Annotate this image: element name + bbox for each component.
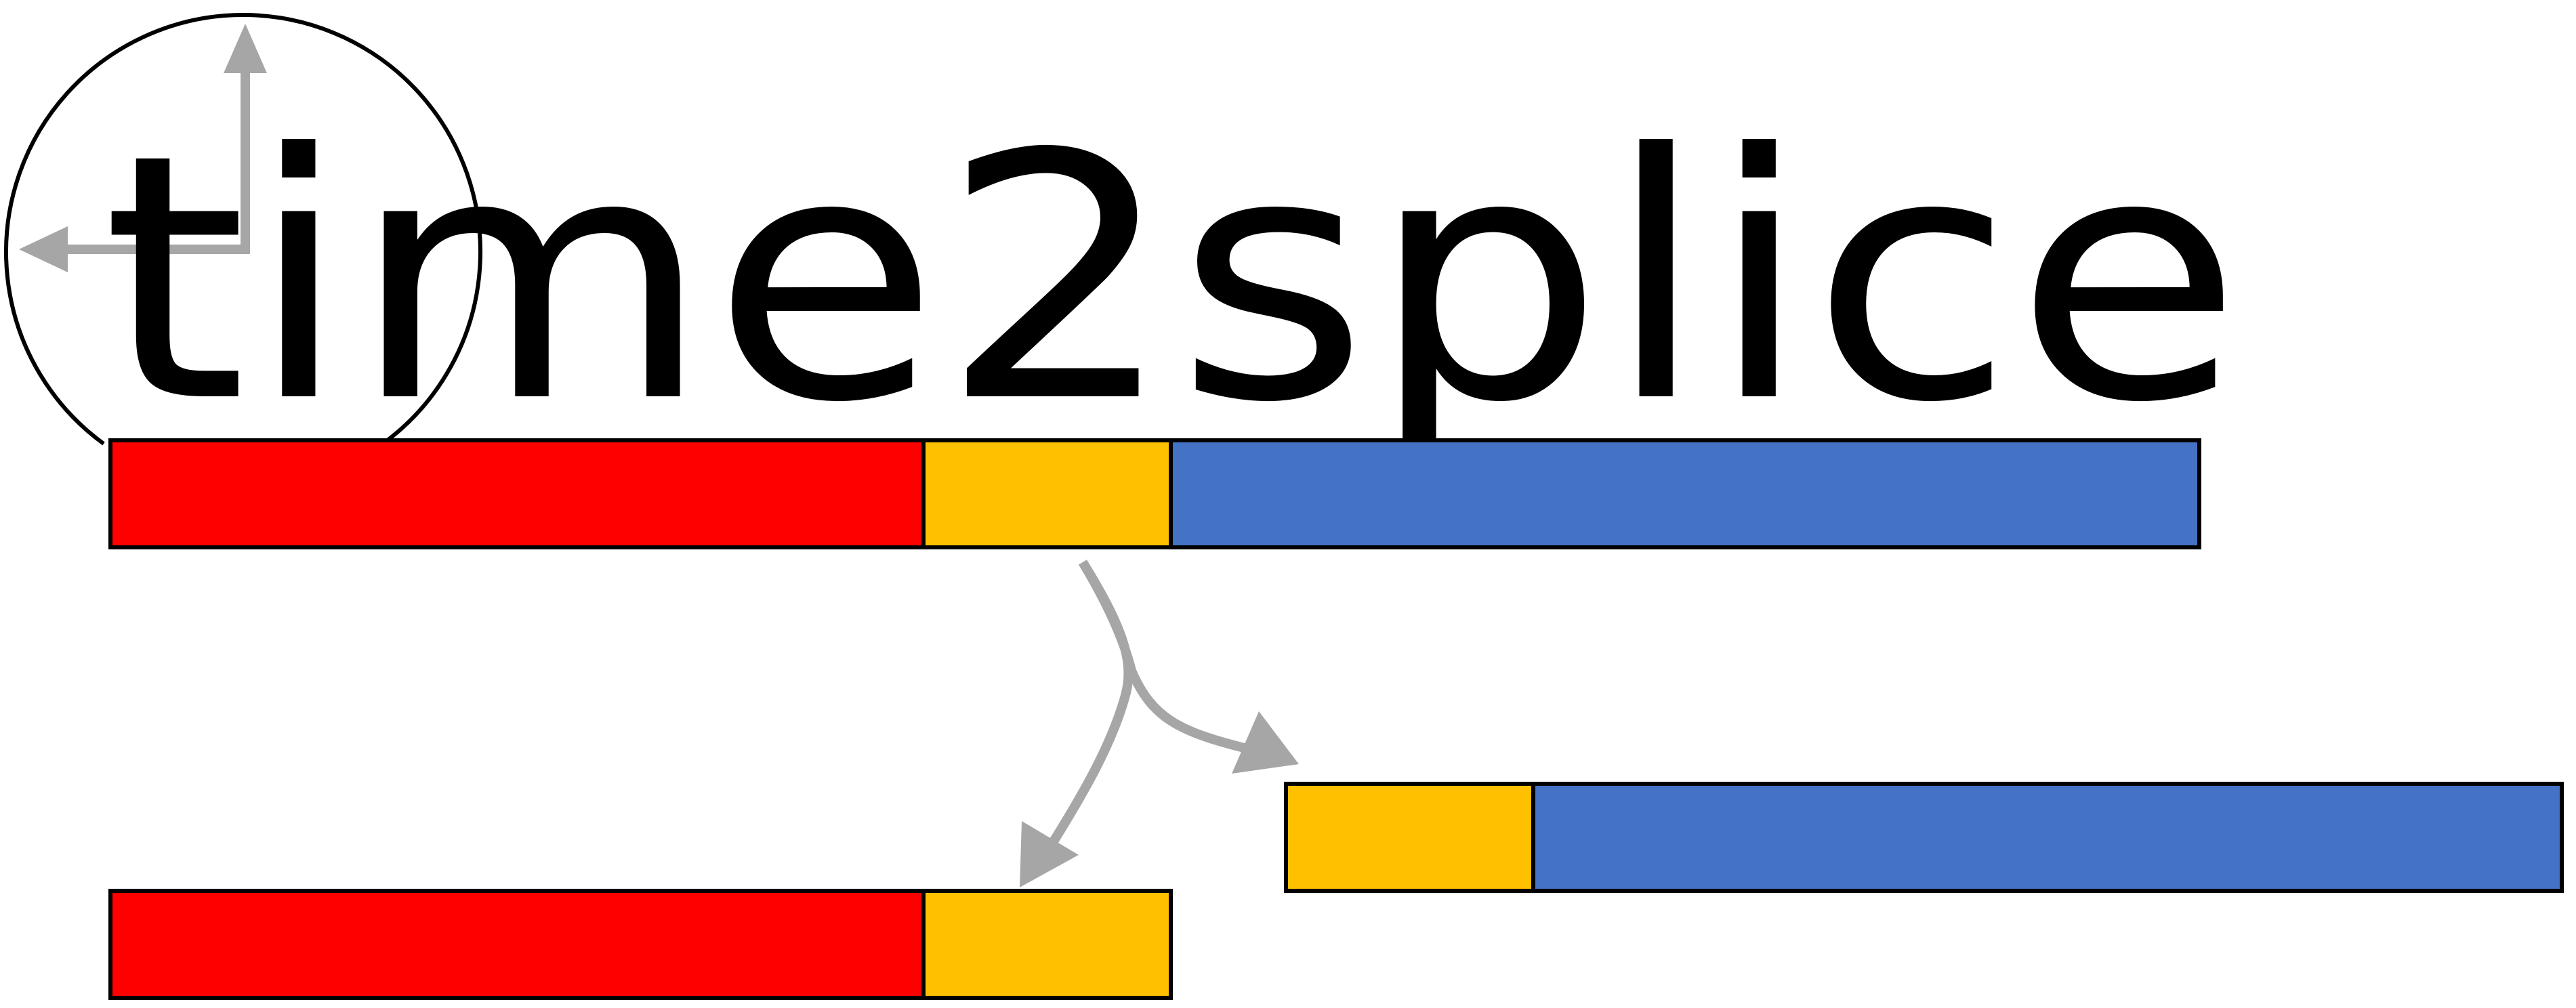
arrow-down-left-icon bbox=[1020, 821, 1079, 887]
clock-circle bbox=[4, 13, 482, 446]
exon-segment-red bbox=[108, 889, 926, 1000]
arrow-left-icon bbox=[19, 226, 68, 272]
arrow-up-icon bbox=[224, 24, 267, 73]
clock-axes-icon bbox=[4, 13, 482, 446]
logo-title: time2splice bbox=[102, 82, 2243, 476]
split-arrows-icon bbox=[1046, 560, 1248, 849]
exon-segment-blue bbox=[1169, 438, 2201, 549]
arrow-right-icon bbox=[1232, 711, 1299, 774]
exon-segment-blue bbox=[1531, 782, 2564, 893]
isoform-bar-right bbox=[1284, 782, 2564, 893]
isoform-bar-left bbox=[108, 889, 1173, 1000]
exon-segment-yellow bbox=[921, 889, 1173, 1000]
exon-segment-yellow bbox=[921, 438, 1173, 549]
full-transcript-bar bbox=[108, 438, 2201, 549]
exon-segment-red bbox=[108, 438, 926, 549]
exon-segment-yellow bbox=[1284, 782, 1535, 893]
